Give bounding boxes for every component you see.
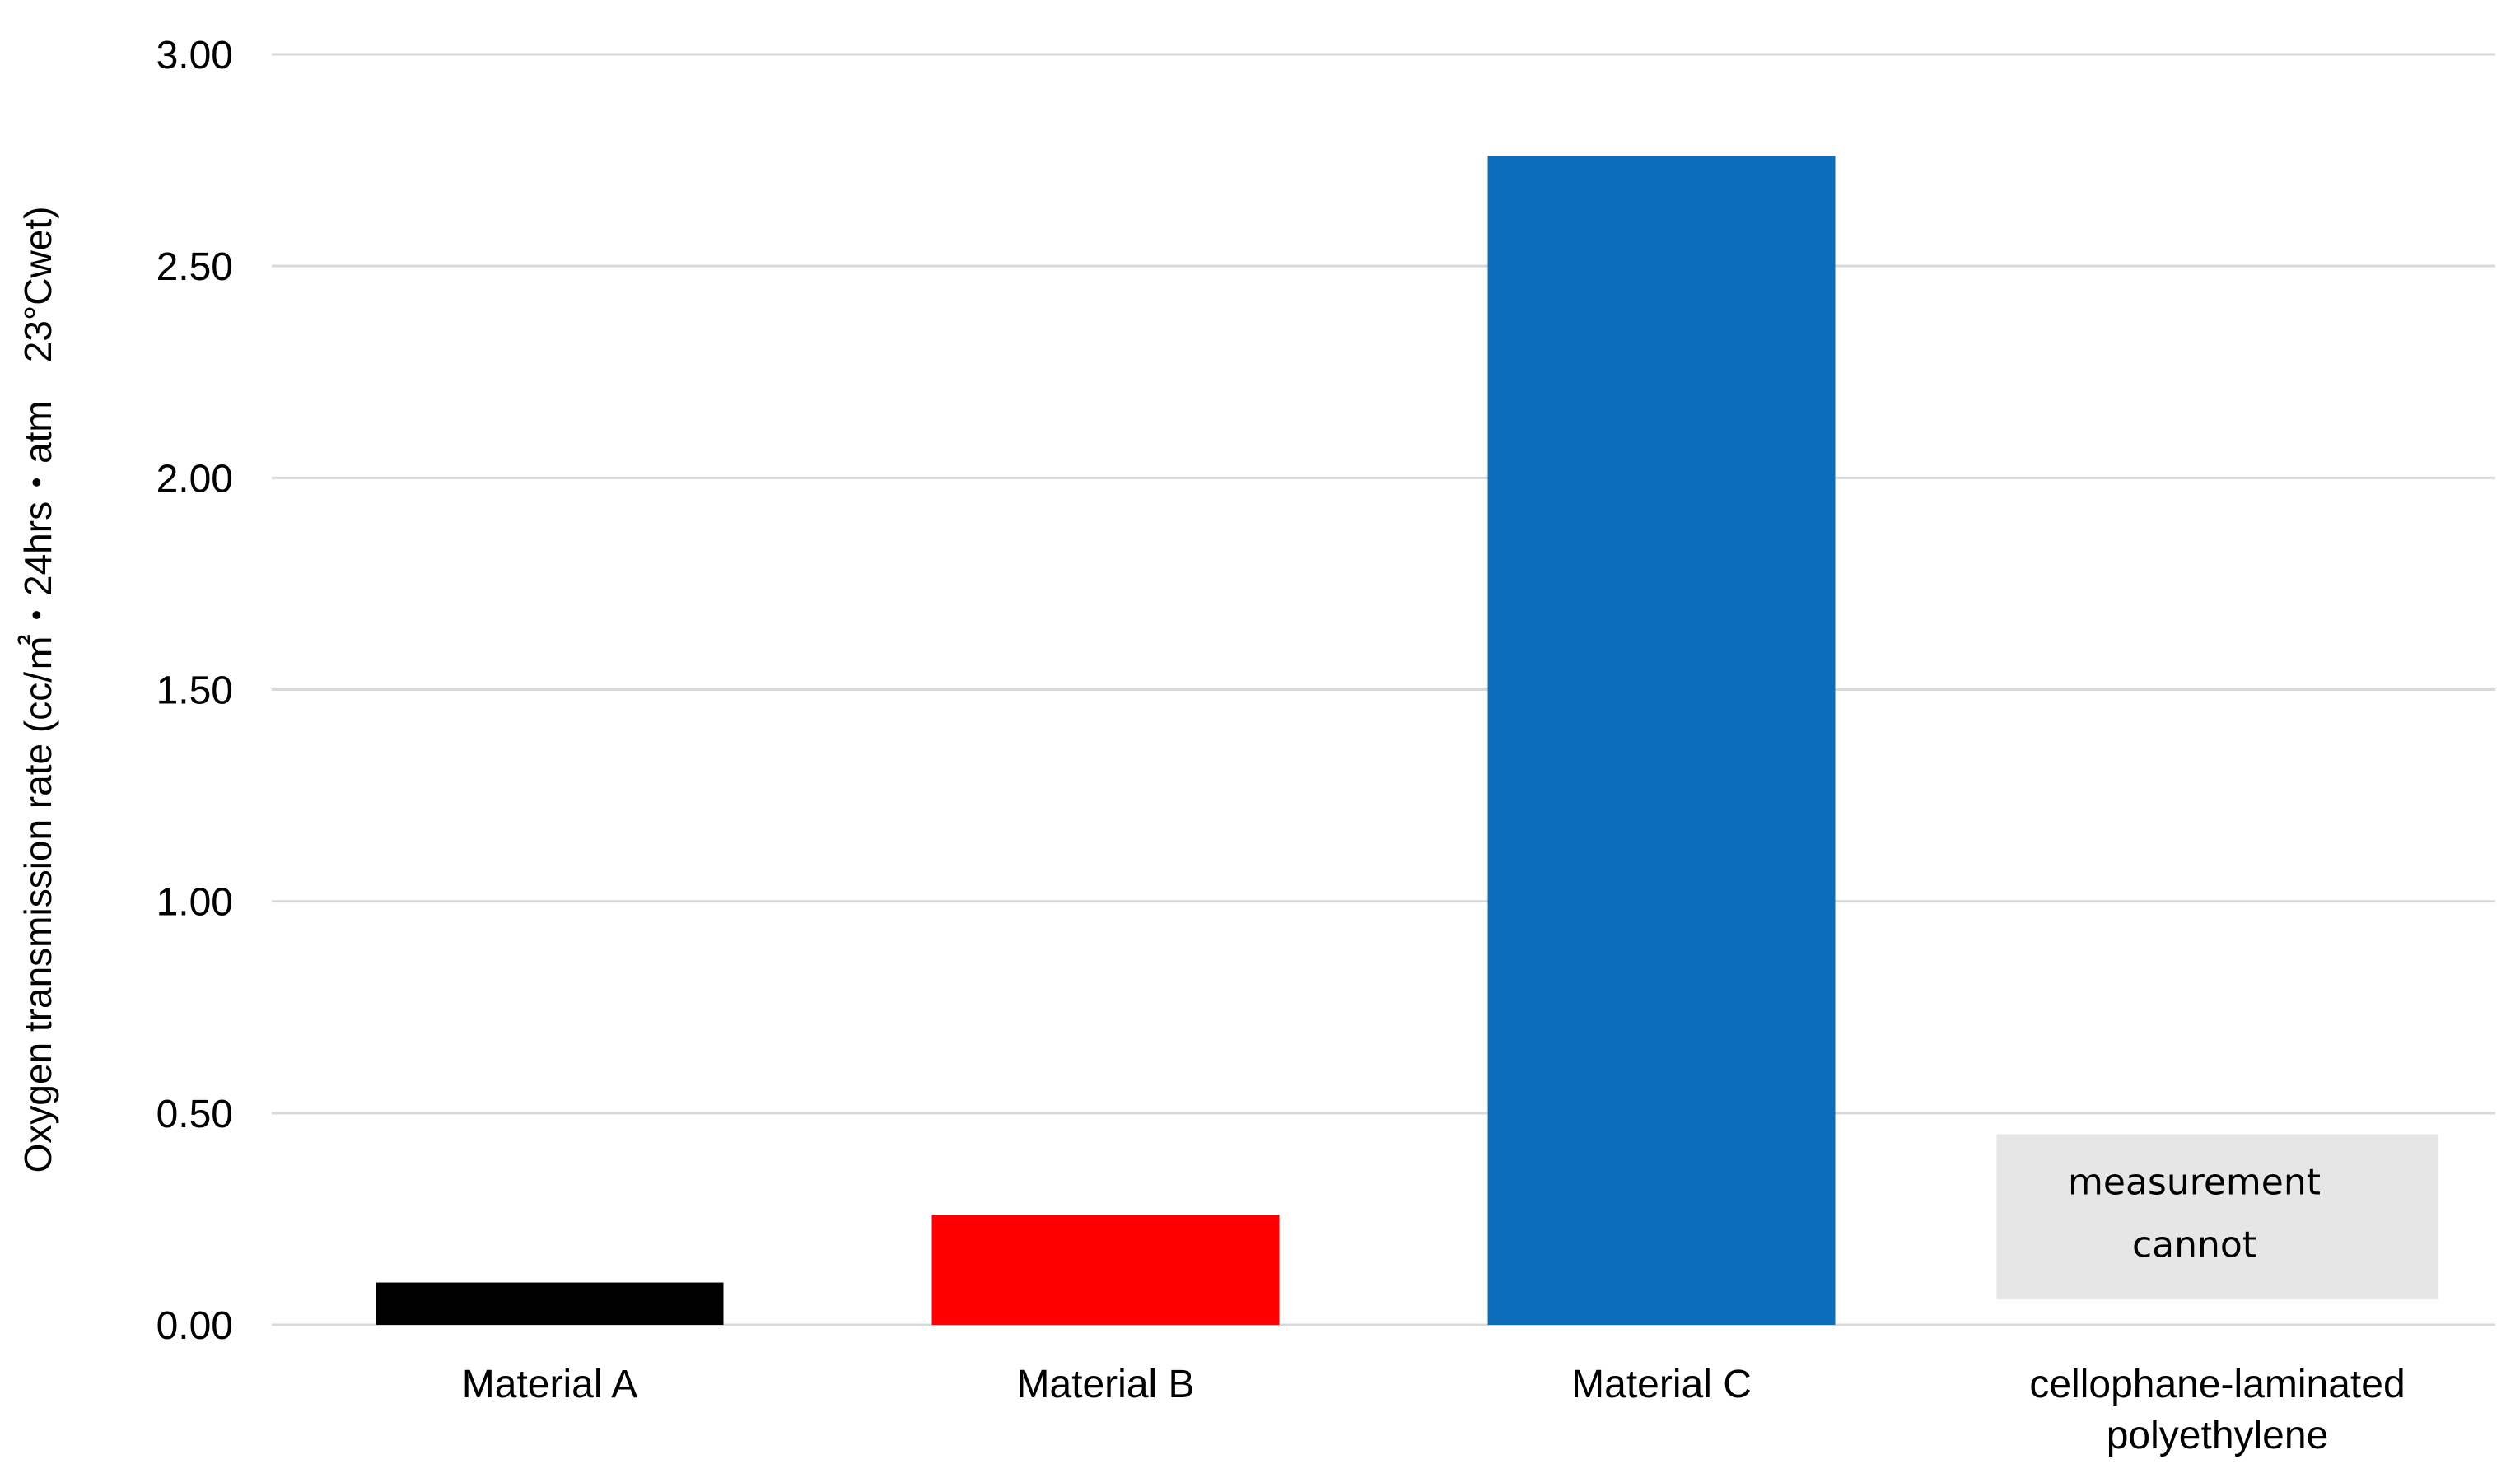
category-label: polyethylene xyxy=(2107,1414,2329,1457)
category-label: cellophane-laminated xyxy=(2029,1363,2405,1406)
bar xyxy=(1487,156,1836,1326)
y-tick-label: 2.00 xyxy=(156,457,233,501)
gridlines xyxy=(272,53,2495,1326)
category-label: Material A xyxy=(462,1363,637,1406)
y-tick-labels: 0.00 0.50 1.00 1.50 2.00 2.50 3.00 xyxy=(156,34,233,1348)
annotations: measurement cannot xyxy=(1996,1134,2438,1300)
annotation-box xyxy=(1996,1134,2438,1300)
category-labels: Material A Material B Material C cellophane… xyxy=(462,1363,2406,1457)
annotation-text: cannot xyxy=(2132,1224,2256,1266)
annotation-text: measurement xyxy=(2068,1162,2321,1204)
y-tick-label: 2.50 xyxy=(156,245,233,289)
category-label: Material C xyxy=(1571,1363,1752,1406)
y-tick-label: 1.00 xyxy=(156,881,233,925)
bar xyxy=(931,1215,1280,1325)
y-tick-label: 0.50 xyxy=(156,1093,233,1136)
y-tick-label: 0.00 xyxy=(156,1304,233,1348)
bars xyxy=(376,156,1836,1326)
y-tick-label: 1.50 xyxy=(156,669,233,713)
y-tick-label: 3.00 xyxy=(156,34,233,77)
bar xyxy=(376,1282,724,1325)
category-label: Material B xyxy=(1016,1363,1194,1406)
y-axis-title: Oxygen transmission rate (cc/㎡・24hrs・atm… xyxy=(16,207,59,1173)
